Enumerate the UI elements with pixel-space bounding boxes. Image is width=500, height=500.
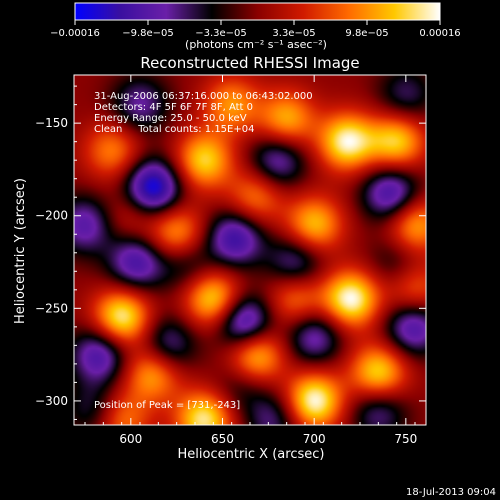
- colorbar-tick-label: 9.8e−05: [345, 28, 388, 39]
- y-tick-label: −200: [35, 209, 68, 223]
- colorbar-tick-label: 0.00016: [419, 28, 460, 39]
- y-tick-label: −150: [35, 116, 68, 130]
- footer-timestamp: 18-Jul-2013 09:04: [406, 487, 496, 498]
- colorbar: [74, 2, 441, 21]
- annotation-time-range: 31-Aug-2006 06:37:16.000 to 06:43:02.000: [94, 91, 313, 102]
- heatmap-image: [74, 75, 426, 425]
- y-tick-label: −300: [35, 394, 68, 408]
- x-axis-label: Heliocentric X (arcsec): [178, 447, 325, 462]
- annotation-clean-counts: Clean Total counts: 1.15E+04: [94, 124, 254, 135]
- colorbar-tick-label: −9.8e−05: [122, 28, 174, 39]
- chart-title: Reconstructed RHESSI Image: [140, 54, 359, 72]
- x-tick-label: 650: [211, 432, 234, 446]
- x-tick-label: 750: [394, 432, 417, 446]
- peak-position-label: Position of Peak = [731,-243]: [94, 400, 240, 411]
- colorbar-ticks: −0.00016 −9.8e−05 −3.3e−05 3.3e−05 9.8e−05 0.…: [50, 20, 461, 39]
- y-tick-label: −250: [35, 301, 68, 315]
- colorbar-tick-label: −3.3e−05: [195, 28, 247, 39]
- x-tick-label: 600: [119, 432, 142, 446]
- axis-ticks: 600 650 700 750 −300 −250 −200 −150: [35, 75, 426, 446]
- colorbar-tick-label: −0.00016: [50, 28, 100, 39]
- annotation-detectors: Detectors: 4F 5F 6F 7F 8F, Att 0: [94, 102, 253, 113]
- x-tick-label: 700: [303, 432, 326, 446]
- colorbar-tick-label: 3.3e−05: [272, 28, 315, 39]
- colorbar-unit-label: (photons cm⁻² s⁻¹ asec⁻²): [185, 38, 327, 51]
- annotation-energy-range: Energy Range: 25.0 - 50.0 keV: [94, 113, 247, 124]
- y-axis-label: Heliocentric Y (arcsec): [13, 178, 28, 324]
